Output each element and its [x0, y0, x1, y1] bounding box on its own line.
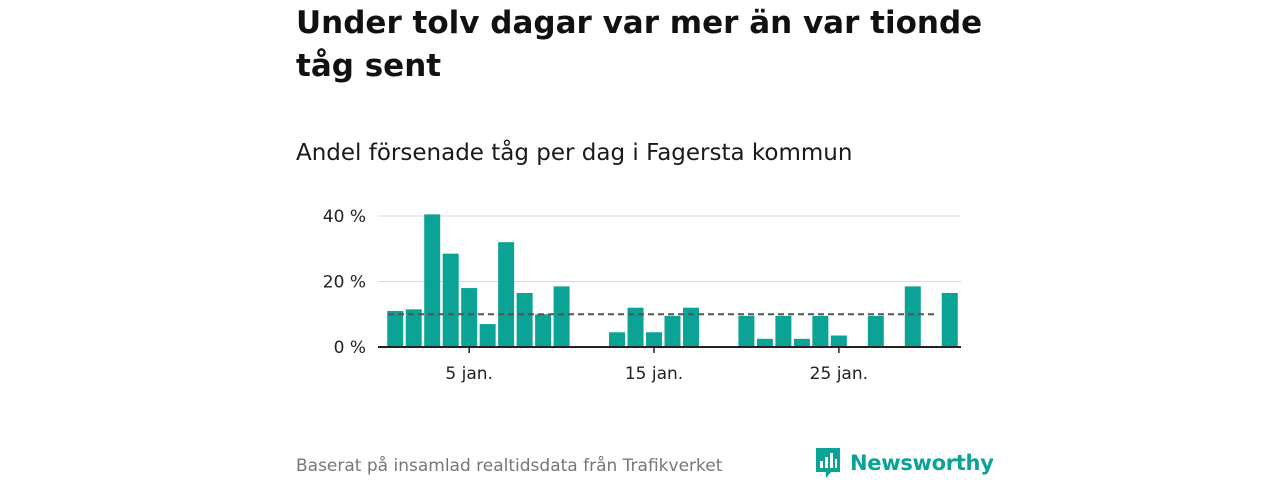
bar [553, 286, 570, 347]
bar [830, 335, 847, 347]
bar [479, 324, 496, 347]
bar [535, 314, 552, 347]
x-tick-label: 25 jan. [810, 364, 868, 384]
bar [756, 338, 773, 347]
newsworthy-logo-icon [816, 448, 840, 478]
chart-card: Under tolv dagar var mer än var tionde t… [296, 0, 994, 480]
bar [664, 315, 681, 347]
chart-title: Under tolv dagar var mer än var tionde t… [296, 5, 983, 84]
bar [387, 310, 404, 347]
brand-name: Newsworthy [850, 451, 994, 475]
bar [941, 292, 958, 347]
x-tick-label: 15 jan. [625, 364, 683, 384]
bar [793, 338, 810, 347]
bar-chart: 0 % 20 % 40 % 5 jan. 15 jan. 25 jan. [323, 207, 961, 384]
bar [609, 332, 626, 347]
bar [904, 286, 921, 347]
x-tick-label: 5 jan. [445, 364, 493, 384]
bar [812, 315, 829, 347]
bar [516, 292, 533, 347]
y-tick-label: 40 % [323, 207, 366, 227]
source-note: Baserat på insamlad realtidsdata från Tr… [296, 456, 723, 476]
bar [405, 309, 422, 347]
bar [442, 253, 459, 347]
bar [646, 332, 663, 347]
y-tick-label: 20 % [323, 273, 366, 293]
bar [775, 315, 792, 347]
bar [498, 242, 515, 347]
bar [867, 315, 884, 347]
brand-logo: Newsworthy [814, 446, 994, 480]
bar [424, 214, 441, 347]
y-tick-label: 0 % [334, 338, 366, 358]
bar [627, 307, 644, 347]
bar [461, 288, 478, 347]
bar [738, 315, 755, 347]
chart-subtitle: Andel försenade tåg per dag i Fagersta k… [296, 140, 853, 166]
bar [682, 307, 699, 347]
